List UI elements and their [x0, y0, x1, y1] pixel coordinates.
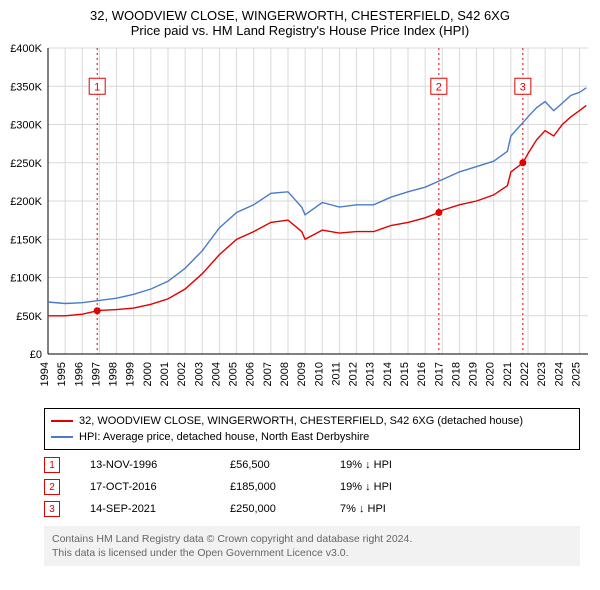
svg-text:2004: 2004 [210, 362, 222, 386]
event-table: 1 13-NOV-1996 £56,500 19% ↓ HPI 2 17-OCT-2016… [44, 454, 580, 520]
event-date: 13-NOV-1996 [90, 459, 200, 471]
svg-text:2001: 2001 [159, 362, 171, 386]
svg-text:2022: 2022 [519, 362, 531, 386]
event-price: £56,500 [230, 459, 310, 471]
footer-line-2: This data is licensed under the Open Gov… [52, 546, 572, 560]
legend-label: HPI: Average price, detached house, Nort… [79, 429, 369, 445]
legend-swatch [51, 436, 73, 438]
svg-text:2018: 2018 [450, 362, 462, 386]
event-delta: 7% ↓ HPI [340, 503, 440, 515]
svg-text:£100K: £100K [10, 273, 42, 285]
event-delta: 19% ↓ HPI [340, 481, 440, 493]
line-chart-svg: £0 £50K £100K £150K £200K £250K £300K £350K £400… [0, 42, 600, 402]
event-price: £250,000 [230, 503, 310, 515]
svg-text:2021: 2021 [502, 362, 514, 386]
event-price: £185,000 [230, 481, 310, 493]
legend-item: HPI: Average price, detached house, Nort… [51, 429, 573, 445]
event-row: 3 14-SEP-2021 £250,000 7% ↓ HPI [44, 498, 580, 520]
svg-text:2008: 2008 [279, 362, 291, 386]
svg-text:2014: 2014 [382, 362, 394, 386]
svg-text:2023: 2023 [536, 362, 548, 386]
svg-text:£400K: £400K [10, 43, 42, 55]
event-row: 1 13-NOV-1996 £56,500 19% ↓ HPI [44, 454, 580, 476]
legend-item: 32, WOODVIEW CLOSE, WINGERWORTH, CHESTER… [51, 413, 573, 429]
svg-text:1998: 1998 [108, 362, 120, 386]
svg-text:1995: 1995 [56, 362, 68, 386]
svg-text:2006: 2006 [245, 362, 257, 386]
svg-text:1999: 1999 [125, 362, 137, 386]
svg-text:2: 2 [436, 81, 442, 93]
svg-text:2015: 2015 [399, 362, 411, 386]
svg-text:£350K: £350K [10, 81, 42, 93]
chart-subtitle: Price paid vs. HM Land Registry's House … [0, 23, 600, 42]
svg-text:2005: 2005 [228, 362, 240, 386]
event-marker: 1 [44, 457, 60, 473]
svg-text:2016: 2016 [416, 362, 428, 386]
svg-text:2003: 2003 [193, 362, 205, 386]
svg-text:2019: 2019 [468, 362, 480, 386]
svg-text:2013: 2013 [365, 362, 377, 386]
svg-text:£50K: £50K [16, 311, 42, 323]
svg-text:2020: 2020 [485, 362, 497, 386]
svg-text:2012: 2012 [348, 362, 360, 386]
event-row: 2 17-OCT-2016 £185,000 19% ↓ HPI [44, 476, 580, 498]
chart-area: £0 £50K £100K £150K £200K £250K £300K £350K £400… [0, 42, 600, 402]
event-delta: 19% ↓ HPI [340, 459, 440, 471]
svg-text:£150K: £150K [10, 234, 42, 246]
svg-text:2025: 2025 [570, 362, 582, 386]
event-date: 17-OCT-2016 [90, 481, 200, 493]
svg-text:2000: 2000 [142, 362, 154, 386]
svg-text:3: 3 [520, 81, 526, 93]
svg-text:2002: 2002 [176, 362, 188, 386]
footer-line-1: Contains HM Land Registry data © Crown c… [52, 532, 572, 546]
svg-text:2009: 2009 [296, 362, 308, 386]
svg-text:2017: 2017 [433, 362, 445, 386]
legend: 32, WOODVIEW CLOSE, WINGERWORTH, CHESTER… [44, 408, 580, 450]
svg-text:2024: 2024 [553, 362, 565, 386]
svg-text:1994: 1994 [39, 362, 51, 386]
svg-text:2007: 2007 [262, 362, 274, 386]
svg-text:£300K: £300K [10, 120, 42, 132]
legend-label: 32, WOODVIEW CLOSE, WINGERWORTH, CHESTER… [79, 413, 523, 429]
svg-text:1997: 1997 [90, 362, 102, 386]
svg-text:1: 1 [94, 81, 100, 93]
svg-text:£0: £0 [30, 349, 42, 361]
svg-text:2011: 2011 [330, 362, 342, 386]
event-marker: 2 [44, 479, 60, 495]
chart-title: 32, WOODVIEW CLOSE, WINGERWORTH, CHESTER… [0, 0, 600, 23]
svg-text:1996: 1996 [73, 362, 85, 386]
attribution-footer: Contains HM Land Registry data © Crown c… [44, 526, 580, 566]
svg-text:2010: 2010 [313, 362, 325, 386]
event-marker: 3 [44, 501, 60, 517]
svg-text:£200K: £200K [10, 196, 42, 208]
svg-text:£250K: £250K [10, 158, 42, 170]
event-date: 14-SEP-2021 [90, 503, 200, 515]
legend-swatch [51, 420, 73, 422]
